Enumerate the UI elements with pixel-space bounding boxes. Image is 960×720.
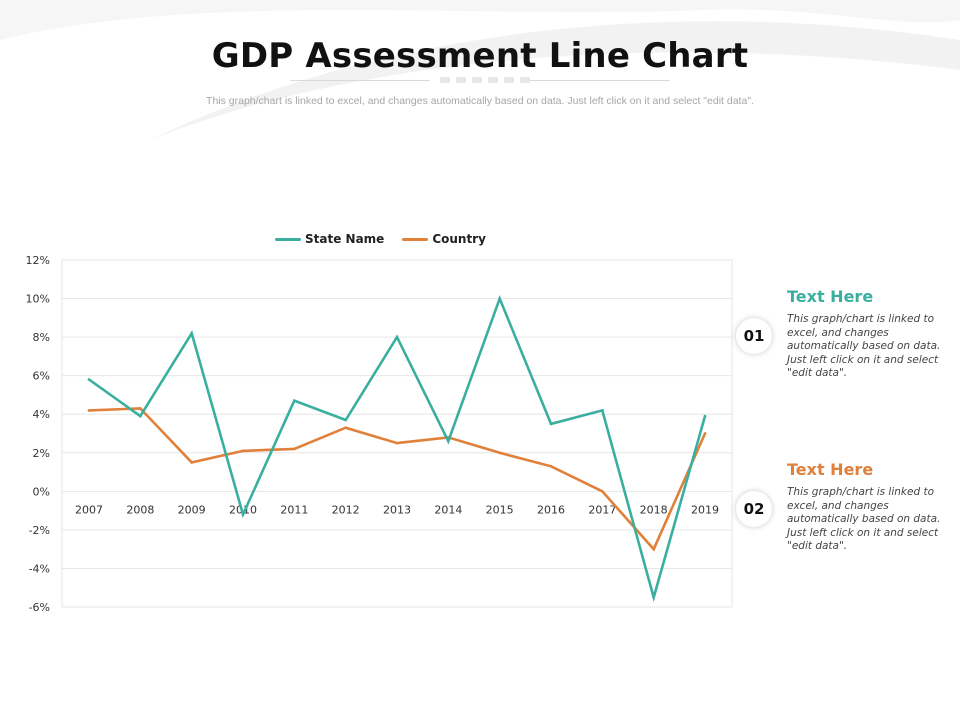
side-body-02: This graph/chart is linked to excel, and… <box>787 486 941 552</box>
chart-legend: State Name Country <box>275 232 486 246</box>
data-point-state-name <box>293 399 296 403</box>
y-tick-label: -2% <box>29 524 50 537</box>
title-rule-right <box>530 80 670 81</box>
x-tick-label: 2011 <box>280 503 308 516</box>
data-point-country <box>652 547 655 551</box>
x-tick-label: 2009 <box>178 503 206 516</box>
y-tick-label: 4% <box>33 408 50 421</box>
legend-label-state-name: State Name <box>305 232 385 246</box>
data-point-country <box>498 451 501 455</box>
y-tick-label: 2% <box>33 447 50 460</box>
data-point-state-name <box>601 409 604 412</box>
x-tick-label: 2012 <box>332 503 360 516</box>
x-tick-label: 2007 <box>75 503 103 516</box>
y-tick-label: -6% <box>29 601 50 614</box>
x-tick-label: 2016 <box>537 503 565 516</box>
data-point-state-name <box>395 335 399 339</box>
series-line-country <box>87 407 707 552</box>
data-point-state-name <box>652 596 655 599</box>
data-point-state-name <box>87 378 91 381</box>
data-point-country <box>601 490 604 493</box>
data-point-state-name <box>344 418 347 422</box>
page-subtitle: This graph/chart is linked to excel, and… <box>206 95 754 107</box>
legend-label-country: Country <box>432 232 486 246</box>
x-tick-label: 2014 <box>434 503 462 516</box>
chart-plot: 12% 10% 8% 6% 4% 2% 0% -2% -4% -6% 2007 2008 2009 201… <box>26 254 733 614</box>
x-tick-label: 2008 <box>126 503 154 516</box>
data-point-country <box>139 407 142 410</box>
title-decoration <box>440 77 530 83</box>
x-tick-label: 2017 <box>588 503 616 516</box>
data-point-state-name <box>447 439 450 443</box>
data-point-state-name <box>241 513 245 516</box>
legend-item-country: Country <box>402 232 486 246</box>
data-point-state-name <box>190 331 193 335</box>
data-point-state-name <box>498 297 501 300</box>
title-rule-left <box>290 80 430 81</box>
data-point-state-name <box>549 422 553 426</box>
legend-item-state-name: State Name <box>275 232 384 246</box>
legend-swatch-state-name <box>275 237 301 241</box>
data-point-country <box>190 461 193 464</box>
data-point-country <box>549 464 553 468</box>
y-tick-label: -4% <box>29 562 50 575</box>
y-tick-label: 6% <box>33 370 50 383</box>
y-tick-label: 12% <box>26 254 50 267</box>
line-chart: State Name Country 12% 10% 8% 6% 4% 2% 0% -2% -4… <box>0 222 740 622</box>
data-point-country <box>241 449 245 453</box>
data-point-country <box>87 409 91 412</box>
badge-01: 01 <box>736 318 772 354</box>
badge-02: 02 <box>736 491 772 527</box>
side-body-01: This graph/chart is linked to excel, and… <box>787 313 941 379</box>
data-point-country <box>703 432 707 435</box>
data-point-country <box>293 447 296 451</box>
side-heading-02: Text Here <box>787 460 874 479</box>
x-tick-label: 2018 <box>640 503 668 516</box>
data-point-state-name <box>703 414 707 418</box>
x-tick-label: 2013 <box>383 503 411 516</box>
y-tick-label: 8% <box>33 331 50 344</box>
y-tick-label: 10% <box>26 293 50 306</box>
legend-swatch-country <box>402 237 429 241</box>
data-point-country <box>344 426 347 430</box>
series-line-state-name <box>87 294 707 603</box>
data-point-state-name <box>139 414 142 418</box>
y-tick-label: 0% <box>33 485 50 498</box>
side-heading-01: Text Here <box>787 287 874 306</box>
x-tick-label: 2019 <box>691 503 719 516</box>
page-title: GDP Assessment Line Chart <box>211 36 749 76</box>
data-point-country <box>395 441 399 445</box>
x-tick-label: 2015 <box>486 503 514 516</box>
